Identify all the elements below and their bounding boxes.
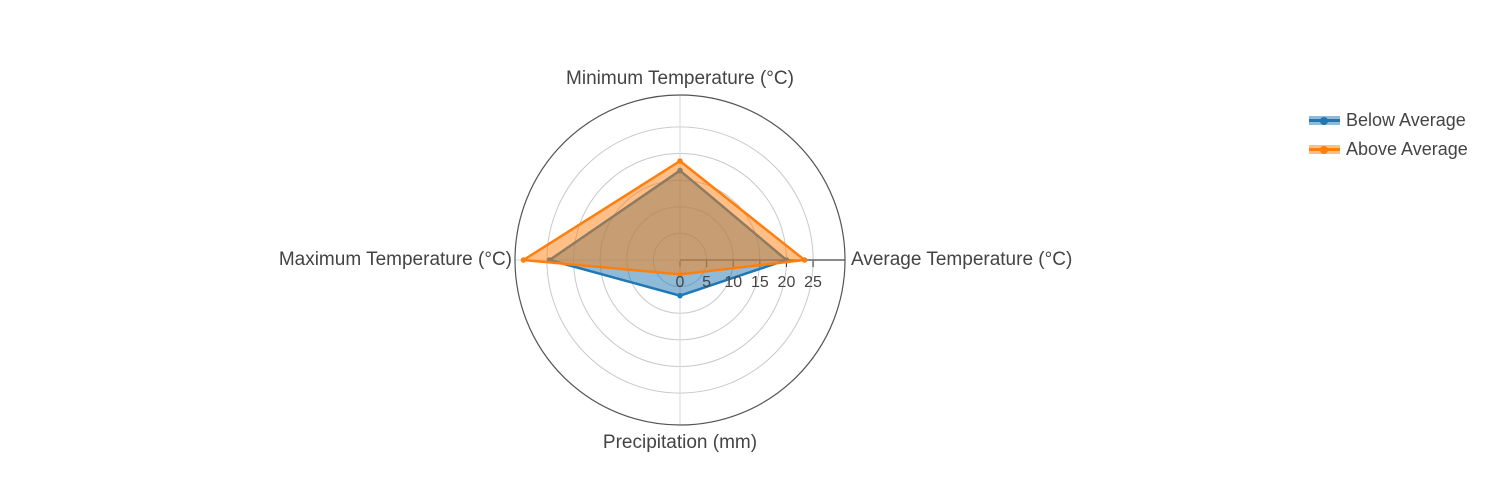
series-marker-above-average[interactable] [677, 158, 683, 164]
legend-item-above-average[interactable]: Above Average [1309, 135, 1468, 164]
series-marker-above-average[interactable] [801, 257, 808, 263]
axis-label-average-temperature: Average Temperature (°C) [851, 249, 1073, 270]
radial-tick-label: 5 [702, 274, 711, 291]
axis-label-minimum-temperature: Minimum Temperature (°C) [566, 68, 794, 89]
legend-swatch-below-average-icon [1309, 116, 1340, 125]
radial-tick-label: 0 [676, 274, 685, 291]
legend-label-above-average: Above Average [1346, 139, 1468, 159]
series-polygon-above-average[interactable] [522, 159, 806, 276]
series-marker-below-average[interactable] [677, 292, 683, 299]
radial-tick-label: 10 [724, 274, 742, 291]
series-marker-above-average[interactable] [677, 271, 683, 278]
axis-label-precipitation: Precipitation (mm) [602, 432, 758, 453]
axis-label-maximum-temperature: Maximum Temperature (°C) [278, 249, 512, 270]
radial-tick-label: 20 [778, 274, 796, 291]
series-marker-above-average[interactable] [520, 257, 527, 263]
radial-tick-label: 15 [751, 274, 769, 291]
legend-swatch-above-average-icon [1309, 145, 1340, 154]
legend-label-below-average: Below Average [1346, 110, 1466, 130]
radial-tick-label: 25 [804, 274, 822, 291]
legend-item-below-average[interactable]: Below Average [1309, 106, 1468, 135]
legend: Below Average Above Average [1309, 106, 1468, 164]
